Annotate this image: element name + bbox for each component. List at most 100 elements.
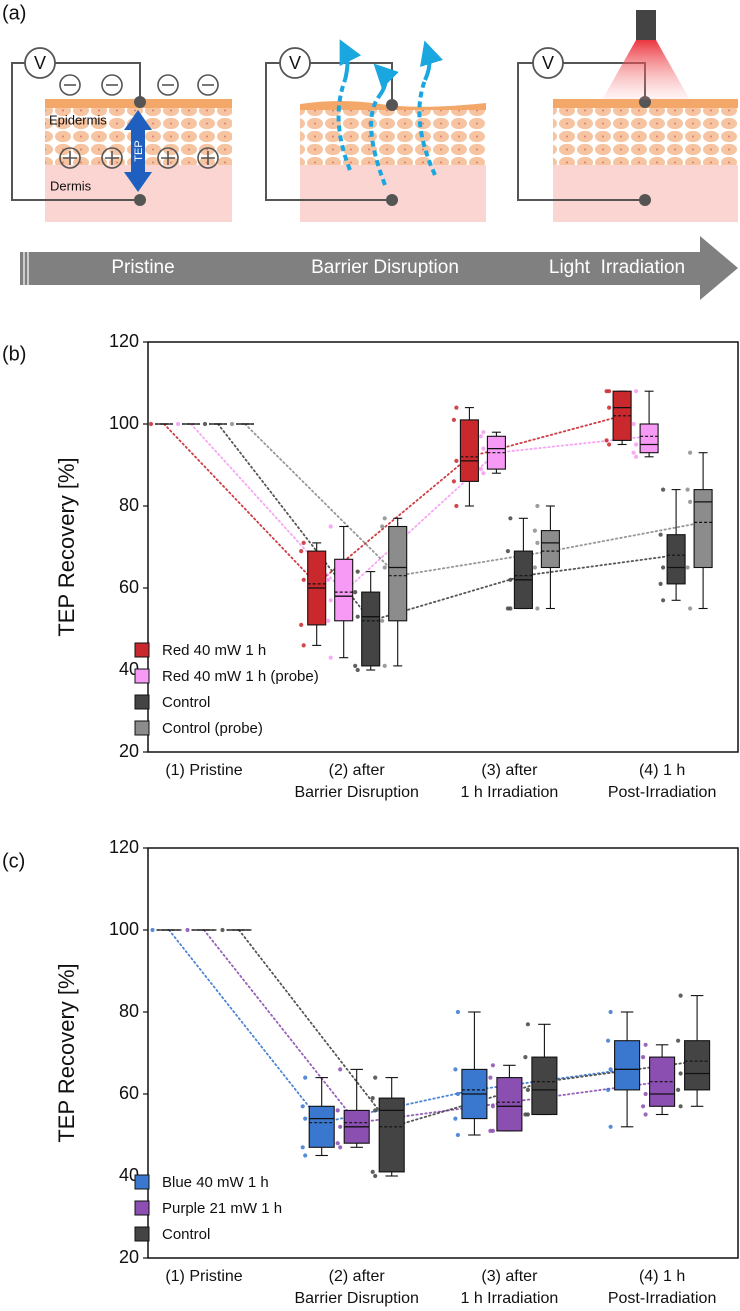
- box: [459, 419, 479, 482]
- legend-label: Red 40 mW 1 h: [162, 642, 266, 659]
- data-point: [525, 1087, 531, 1092]
- data-point: [634, 442, 639, 447]
- y-tick-label: 40: [119, 1165, 139, 1185]
- legend-swatch: [134, 668, 150, 684]
- data-point: [220, 927, 225, 933]
- charges: [59, 74, 219, 169]
- data-point: [488, 1128, 493, 1133]
- data-point: [453, 1067, 458, 1072]
- data-point: [185, 927, 190, 933]
- data-point: [688, 499, 693, 504]
- data-point: [301, 577, 306, 582]
- data-point: [606, 1087, 611, 1092]
- data-point: [451, 417, 456, 422]
- data-point: [202, 421, 208, 427]
- data-point: [607, 442, 612, 447]
- data-point: [373, 1173, 378, 1179]
- data-point: [299, 622, 304, 628]
- tep-label: TEP: [133, 140, 145, 161]
- data-point: [303, 1075, 308, 1080]
- data-point: [688, 450, 693, 455]
- data-point: [335, 1108, 340, 1113]
- data-point: [303, 1153, 308, 1158]
- panel-label: (a): [2, 2, 26, 24]
- box: [666, 534, 686, 585]
- data-point: [338, 1145, 343, 1150]
- data-point: [478, 434, 483, 439]
- data-point: [678, 1071, 683, 1076]
- data-point: [658, 581, 663, 587]
- mean-trend-line: [190, 423, 650, 594]
- data-point: [370, 1169, 375, 1174]
- stage-label: Barrier Disruption: [311, 257, 459, 278]
- data-point: [338, 1124, 343, 1129]
- data-point: [490, 1063, 495, 1068]
- data-point: [455, 1091, 460, 1097]
- data-point: [301, 643, 306, 648]
- box: [531, 1056, 558, 1116]
- x-tick-label: (1) Pristine: [165, 1268, 243, 1285]
- legend-swatch: [134, 1200, 150, 1216]
- data-point: [678, 1104, 683, 1109]
- y-tick-label: 60: [119, 1083, 139, 1103]
- data-point: [505, 606, 510, 611]
- x-tick-label: (1) Pristine: [165, 762, 243, 779]
- data-point: [301, 540, 306, 546]
- data-point: [455, 1009, 460, 1015]
- data-point: [661, 487, 666, 492]
- data-point: [353, 663, 358, 669]
- box: [308, 1105, 335, 1148]
- data-point: [634, 454, 639, 459]
- mean-trend-line: [163, 414, 623, 586]
- x-tick-label: (3) after 1 h Irradiation: [460, 1268, 559, 1307]
- data-point: [481, 430, 486, 435]
- box: [334, 558, 354, 622]
- data-point: [676, 1038, 681, 1043]
- data-point: [688, 606, 693, 611]
- electrodes: [134, 96, 651, 206]
- legend-swatch: [134, 694, 150, 710]
- data-point: [481, 471, 486, 476]
- y-tick-label: 20: [119, 741, 139, 761]
- data-point: [382, 663, 387, 669]
- data-point: [532, 528, 538, 533]
- box: [684, 1040, 711, 1091]
- legend-swatch: [134, 720, 150, 736]
- legend-label: Purple 21 mW 1 h: [162, 1200, 282, 1217]
- data-point: [454, 503, 459, 509]
- legend-label: Control: [162, 1226, 210, 1243]
- data-point: [148, 421, 154, 427]
- light-beam: [602, 40, 690, 100]
- data-point: [328, 598, 333, 603]
- data-point: [661, 565, 666, 570]
- x-tick-label: (4) 1 h Post-Irradiation: [607, 762, 717, 801]
- mean-trend-line: [244, 423, 704, 577]
- y-tick-label: 120: [109, 331, 139, 351]
- water-loss-arrows: [336, 39, 443, 186]
- voltmeters: [24, 47, 564, 79]
- data-point: [608, 1067, 613, 1072]
- data-point: [451, 479, 456, 484]
- data-point: [643, 1112, 648, 1117]
- layer-label: Dermis: [50, 178, 92, 193]
- y-axis-label: TEP Recovery [%]: [54, 457, 79, 636]
- timeline-tail: [23, 252, 29, 285]
- data-point: [478, 467, 483, 472]
- y-tick-label: 20: [119, 1247, 139, 1267]
- data-point: [355, 667, 360, 673]
- y-tick-label: 80: [119, 495, 139, 515]
- box: [378, 1097, 405, 1173]
- data-point: [685, 565, 690, 570]
- data-point: [373, 1075, 378, 1080]
- data-point: [380, 524, 385, 529]
- mean-trend-line: [203, 929, 663, 1124]
- data-point: [535, 503, 540, 509]
- box: [496, 1077, 523, 1132]
- data-point: [453, 1116, 458, 1121]
- stage-label: Pristine: [111, 257, 174, 278]
- y-tick-label: 120: [109, 837, 139, 857]
- data-point: [508, 577, 513, 582]
- x-tick-label: (3) after 1 h Irradiation: [460, 762, 559, 801]
- data-point: [604, 438, 609, 443]
